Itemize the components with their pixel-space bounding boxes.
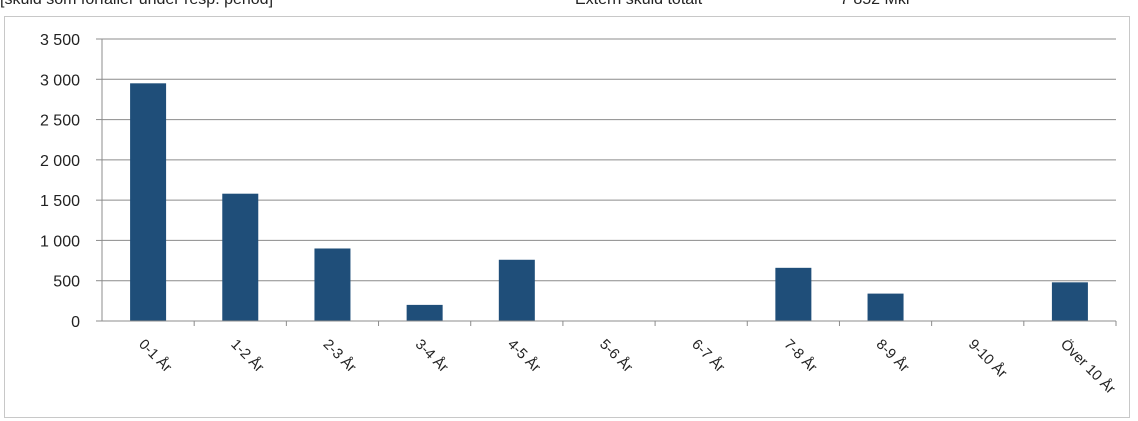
grid-layer xyxy=(102,38,1116,282)
x-category-label: 8-9 År xyxy=(873,336,913,376)
y-tick-label: 1 500 xyxy=(40,193,80,210)
x-category-label: 3-4 År xyxy=(412,336,452,376)
chart-caption-left: [skuld som förfaller under resp. period] xyxy=(0,0,273,9)
bar-chart: 0 500 1 000 1 500 2 000 2 500 3 000 3 500 0-1 År… xyxy=(40,32,1120,398)
y-tick-label: 0 xyxy=(71,314,80,331)
x-category-label: 1-2 År xyxy=(227,336,267,376)
bar xyxy=(222,193,259,321)
bar xyxy=(130,83,167,321)
external-debt-total-label: Extern skuld totalt xyxy=(575,0,702,9)
total-value: 7 852 xyxy=(840,0,880,8)
bar xyxy=(314,248,351,321)
y-tick-label: 1 000 xyxy=(40,233,80,250)
bar xyxy=(775,267,812,321)
x-category-label: 5-6 År xyxy=(596,336,636,376)
y-tick-label: 3 000 xyxy=(40,72,80,89)
x-category-label: 6-7 År xyxy=(688,336,728,376)
bar xyxy=(498,259,535,321)
label-layer: 0 500 1 000 1 500 2 000 2 500 3 000 3 500 0-1 År… xyxy=(40,32,1120,398)
x-category-label: Över 10 År xyxy=(1057,335,1119,397)
total-unit: Mkr xyxy=(885,0,912,8)
y-tick-label: 3 500 xyxy=(40,32,80,49)
x-category-label: 2-3 År xyxy=(320,336,360,376)
chart-frame: 0 500 1 000 1 500 2 000 2 500 3 000 3 500 0-1 År… xyxy=(4,16,1130,418)
x-category-label: 0-1 År xyxy=(135,336,175,376)
axis-layer xyxy=(96,38,1117,326)
y-tick-label: 2 000 xyxy=(40,153,80,170)
x-category-label: 9-10 År xyxy=(965,336,1011,382)
bar xyxy=(406,304,443,321)
bar xyxy=(1051,282,1088,321)
y-tick-label: 500 xyxy=(53,274,80,291)
bar xyxy=(867,293,904,321)
y-tick-label: 2 500 xyxy=(40,113,80,130)
x-category-label: 4-5 År xyxy=(504,336,544,376)
external-debt-total-value: 7 852 Mkr xyxy=(840,0,911,9)
bar-layer xyxy=(130,83,1088,321)
x-category-label: 7-8 År xyxy=(781,336,821,376)
